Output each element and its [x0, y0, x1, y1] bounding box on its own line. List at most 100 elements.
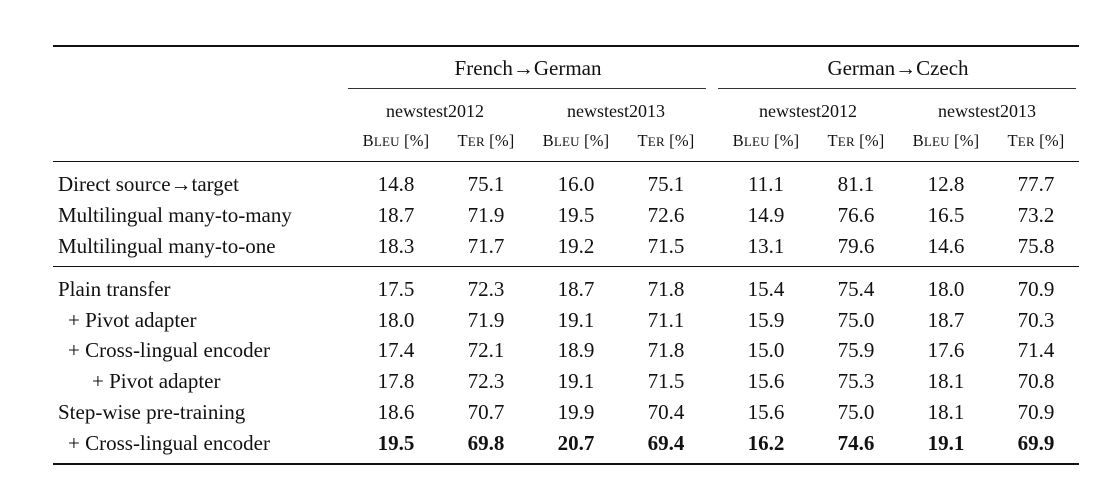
value-cell: 70.4	[647, 400, 685, 424]
value-cell: 79.6	[837, 234, 875, 258]
metric-header-bleu: BLEU [%]	[732, 131, 800, 150]
value-cell: 13.1	[747, 234, 785, 258]
value-cell: 75.9	[837, 338, 875, 362]
testset-header: newstest2012	[386, 101, 484, 121]
metric-header-ter: TER [%]	[457, 131, 515, 150]
value-cell: 81.1	[837, 172, 875, 196]
value-cell: 71.7	[467, 234, 505, 258]
value-cell: 75.8	[1017, 234, 1055, 258]
table-row: + Pivot adapter 17.8 72.3 19.1 71.5 15.6…	[53, 366, 1079, 397]
value-cell: 17.5	[377, 277, 415, 301]
value-cell: 73.2	[1017, 203, 1055, 227]
metric-header-bleu: BLEU [%]	[542, 131, 610, 150]
value-cell: 72.3	[467, 369, 505, 393]
testset-header: newstest2013	[938, 101, 1036, 121]
metric-header-bleu: BLEU [%]	[912, 131, 980, 150]
metric-header-ter: TER [%]	[637, 131, 695, 150]
value-cell: 18.9	[557, 338, 595, 362]
top-rule	[53, 45, 1079, 47]
value-cell: 17.8	[377, 369, 415, 393]
value-cell: 76.6	[837, 203, 875, 227]
value-cell: 75.3	[837, 369, 875, 393]
value-cell: 12.8	[927, 172, 965, 196]
table-row-best: + Cross-lingual encoder 19.5 69.8 20.7 6…	[53, 428, 1079, 459]
value-cell: 70.9	[1017, 400, 1055, 424]
value-cell: 19.1	[557, 369, 595, 393]
testset-header: newstest2012	[759, 101, 857, 121]
value-cell: 18.7	[557, 277, 595, 301]
metric-header-ter: TER [%]	[827, 131, 885, 150]
table-row: Direct source→target 14.8 75.1 16.0 75.1…	[53, 169, 1079, 200]
row-label: + Pivot adapter	[92, 369, 221, 393]
value-cell: 17.6	[927, 338, 965, 362]
value-cell: 71.1	[647, 308, 685, 332]
metric-header-bleu: BLEU [%]	[362, 131, 430, 150]
value-cell: 74.6	[837, 431, 875, 455]
value-cell: 17.4	[377, 338, 415, 362]
value-cell: 71.8	[647, 277, 685, 301]
value-cell: 18.7	[377, 203, 415, 227]
value-cell: 19.2	[557, 234, 595, 258]
value-cell: 69.8	[467, 431, 505, 455]
value-cell: 16.2	[747, 431, 785, 455]
value-cell: 19.5	[557, 203, 595, 227]
value-cell: 11.1	[748, 172, 784, 196]
metric-header-ter: TER [%]	[1007, 131, 1065, 150]
value-cell: 18.1	[927, 369, 965, 393]
value-cell: 71.4	[1017, 338, 1055, 362]
value-cell: 16.0	[557, 172, 595, 196]
value-cell: 14.9	[747, 203, 785, 227]
value-cell: 69.9	[1017, 431, 1055, 455]
group-rule-german-czech	[718, 88, 1076, 89]
testset-header: newstest2013	[567, 101, 665, 121]
value-cell: 14.6	[927, 234, 965, 258]
header-rule	[53, 161, 1079, 162]
value-cell: 15.0	[747, 338, 785, 362]
value-cell: 19.9	[557, 400, 595, 424]
value-cell: 14.8	[377, 172, 415, 196]
table-row: + Cross-lingual encoder 17.4 72.1 18.9 7…	[53, 335, 1079, 366]
row-label: + Cross-lingual encoder	[68, 338, 270, 362]
value-cell: 72.1	[467, 338, 505, 362]
row-label: Direct source→target	[58, 172, 239, 196]
value-cell: 71.8	[647, 338, 685, 362]
value-cell: 70.3	[1017, 308, 1055, 332]
section-rule	[53, 266, 1079, 267]
value-cell: 70.8	[1017, 369, 1055, 393]
value-cell: 19.5	[377, 431, 415, 455]
value-cell: 71.9	[467, 308, 505, 332]
value-cell: 18.0	[377, 308, 415, 332]
value-cell: 77.7	[1017, 172, 1055, 196]
value-cell: 71.5	[647, 369, 685, 393]
value-cell: 15.6	[747, 400, 785, 424]
table-row: Plain transfer 17.5 72.3 18.7 71.8 15.4 …	[53, 274, 1079, 305]
table-row: Multilingual many-to-one 18.3 71.7 19.2 …	[53, 231, 1079, 262]
value-cell: 15.4	[747, 277, 785, 301]
value-cell: 72.3	[467, 277, 505, 301]
value-cell: 75.1	[467, 172, 505, 196]
group-header-german-czech: German→Czech	[827, 56, 969, 80]
value-cell: 18.3	[377, 234, 415, 258]
value-cell: 75.0	[837, 400, 875, 424]
value-cell: 75.4	[837, 277, 875, 301]
value-cell: 71.9	[467, 203, 505, 227]
value-cell: 18.1	[927, 400, 965, 424]
group-rule-french-german	[348, 88, 706, 89]
value-cell: 18.0	[927, 277, 965, 301]
value-cell: 15.9	[747, 308, 785, 332]
value-cell: 70.9	[1017, 277, 1055, 301]
value-cell: 20.7	[557, 431, 595, 455]
value-cell: 19.1	[557, 308, 595, 332]
row-label: Multilingual many-to-many	[58, 203, 292, 227]
value-cell: 71.5	[647, 234, 685, 258]
value-cell: 16.5	[927, 203, 965, 227]
value-cell: 18.7	[927, 308, 965, 332]
row-label: Step-wise pre-training	[58, 400, 246, 424]
row-label: Multilingual many-to-one	[58, 234, 276, 258]
value-cell: 75.0	[837, 308, 875, 332]
row-label: Plain transfer	[58, 277, 171, 301]
value-cell: 72.6	[647, 203, 685, 227]
value-cell: 18.6	[377, 400, 415, 424]
value-cell: 70.7	[467, 400, 505, 424]
value-cell: 69.4	[647, 431, 685, 455]
